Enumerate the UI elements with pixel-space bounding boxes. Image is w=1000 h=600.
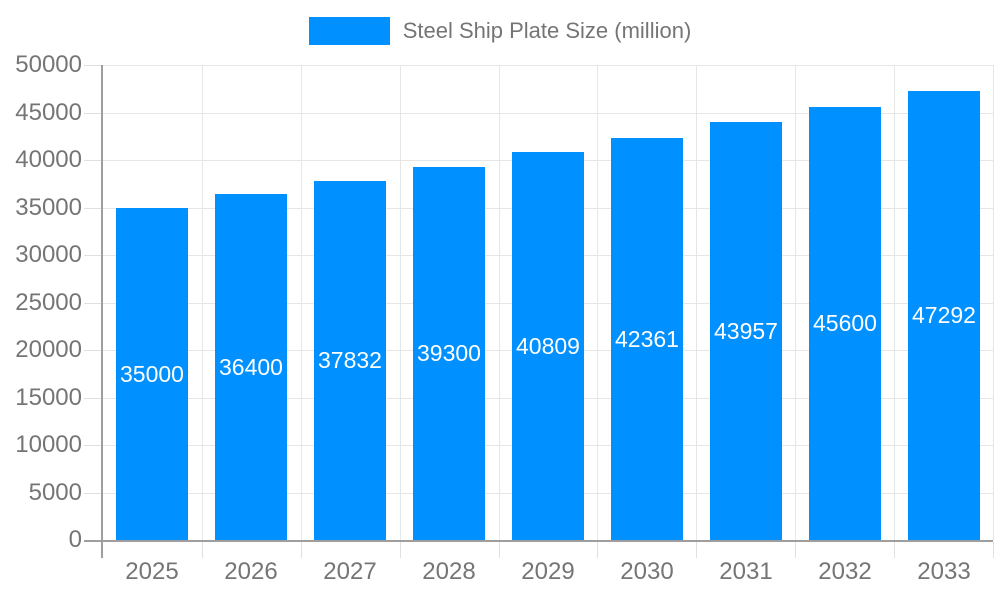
y-axis-tick <box>84 445 102 446</box>
bar[interactable] <box>413 167 485 540</box>
x-axis-label: 2028 <box>422 558 476 585</box>
bar[interactable] <box>314 181 386 540</box>
bar-value-label: 36400 <box>219 354 283 380</box>
legend-swatch-icon <box>308 17 390 45</box>
y-axis-label: 15000 <box>15 384 82 411</box>
gridline-horizontal <box>103 65 993 66</box>
x-axis-label: 2025 <box>125 558 179 585</box>
legend[interactable]: Steel Ship Plate Size (million) <box>0 17 1000 45</box>
x-axis-label: 2030 <box>620 558 674 585</box>
y-axis-label: 30000 <box>15 241 82 268</box>
y-axis-tick <box>84 65 102 66</box>
gridline-vertical <box>499 65 500 540</box>
gridline-vertical <box>993 65 994 540</box>
y-axis-tick <box>84 255 102 256</box>
gridline-vertical <box>597 65 598 540</box>
x-axis-tick <box>696 542 697 558</box>
y-axis-label: 20000 <box>15 336 82 363</box>
x-axis-line <box>84 540 993 542</box>
bar-value-label: 42361 <box>615 326 679 352</box>
y-axis-label: 5000 <box>28 479 82 506</box>
bar[interactable] <box>512 152 584 540</box>
x-axis-tick <box>499 542 500 558</box>
gridline-vertical <box>795 65 796 540</box>
y-axis-tick <box>84 303 102 304</box>
bar[interactable] <box>116 208 188 541</box>
y-axis-label: 35000 <box>15 194 82 221</box>
bar-value-label: 43957 <box>714 318 778 344</box>
x-axis-tick <box>301 542 302 558</box>
y-axis-label: 45000 <box>15 99 82 126</box>
y-axis-label: 0 <box>68 526 82 553</box>
gridline-vertical <box>400 65 401 540</box>
gridline-vertical <box>894 65 895 540</box>
gridline-horizontal <box>103 113 993 114</box>
bar[interactable] <box>908 91 980 540</box>
x-axis-label: 2033 <box>917 558 971 585</box>
x-axis-tick <box>202 542 203 558</box>
y-axis-label: 25000 <box>15 289 82 316</box>
gridline-vertical <box>301 65 302 540</box>
y-axis-tick <box>84 208 102 209</box>
gridline-vertical <box>202 65 203 540</box>
x-axis-label: 2026 <box>224 558 278 585</box>
x-axis-tick <box>894 542 895 558</box>
y-axis-tick <box>84 113 102 114</box>
x-axis-tick <box>400 542 401 558</box>
bar-value-label: 39300 <box>417 340 481 366</box>
y-axis-tick <box>84 350 102 351</box>
bar-value-label: 35000 <box>120 361 184 387</box>
legend-label: Steel Ship Plate Size (million) <box>402 18 692 43</box>
bar-value-label: 37832 <box>318 347 382 373</box>
bar[interactable] <box>215 194 287 540</box>
x-axis-label: 2029 <box>521 558 575 585</box>
x-axis-label: 2027 <box>323 558 377 585</box>
y-axis-tick <box>84 398 102 399</box>
bar-value-label: 47292 <box>912 302 976 328</box>
bar-value-label: 45600 <box>813 310 877 336</box>
bar[interactable] <box>710 122 782 540</box>
x-axis-tick <box>795 542 796 558</box>
x-axis-tick <box>597 542 598 558</box>
y-axis-line <box>101 65 103 558</box>
y-axis-tick <box>84 160 102 161</box>
y-axis-label: 40000 <box>15 146 82 173</box>
y-axis-label: 50000 <box>15 51 82 78</box>
bar[interactable] <box>809 107 881 540</box>
x-axis-label: 2032 <box>818 558 872 585</box>
x-axis-tick <box>993 542 994 558</box>
y-axis-tick <box>84 493 102 494</box>
y-axis-label: 10000 <box>15 431 82 458</box>
bar[interactable] <box>611 138 683 540</box>
gridline-vertical <box>696 65 697 540</box>
bar-value-label: 40809 <box>516 333 580 359</box>
x-axis-label: 2031 <box>719 558 773 585</box>
